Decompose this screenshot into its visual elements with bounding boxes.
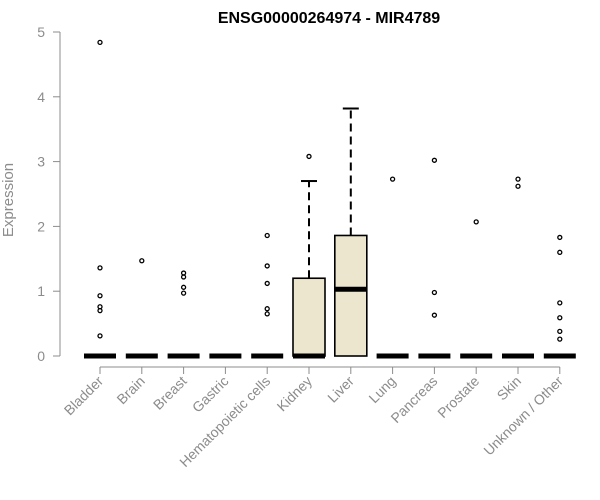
y-tick-label: 1 bbox=[37, 283, 45, 299]
outlier-point bbox=[264, 311, 270, 317]
box-bladder bbox=[84, 39, 116, 359]
outlier-point bbox=[557, 300, 563, 306]
outlier-point bbox=[97, 307, 103, 314]
x-tick-label: Skin bbox=[494, 373, 525, 404]
x-tick-label: Prostate bbox=[434, 373, 482, 421]
outlier-point bbox=[180, 290, 187, 296]
box-hematopoietic-cells bbox=[251, 232, 284, 359]
outlier-point bbox=[515, 176, 521, 182]
y-axis: 0 1 2 3 4 5 bbox=[37, 24, 61, 364]
outlier-point bbox=[473, 219, 479, 225]
box-skin bbox=[502, 176, 534, 359]
x-tick-label: Brain bbox=[113, 373, 147, 407]
x-tick-label: Unknown / Other bbox=[480, 373, 566, 459]
outlier-point bbox=[557, 315, 563, 321]
outlier-point bbox=[389, 176, 396, 182]
outlier-point bbox=[97, 333, 103, 339]
plot-area bbox=[84, 39, 576, 359]
outlier-point bbox=[431, 157, 438, 163]
outlier-point bbox=[557, 234, 563, 241]
outlier-point bbox=[557, 336, 563, 342]
outlier-point bbox=[515, 183, 521, 189]
box-pancreas bbox=[418, 157, 451, 359]
iqr-box bbox=[333, 234, 368, 357]
y-tick-label: 3 bbox=[37, 154, 45, 170]
x-tick-label: Kidney bbox=[274, 373, 316, 415]
y-tick-label: 0 bbox=[37, 348, 45, 364]
outlier-point bbox=[431, 312, 438, 318]
x-tick-label: Bladder bbox=[61, 373, 107, 419]
x-tick-label: Liver bbox=[324, 373, 357, 406]
outlier-point bbox=[180, 274, 187, 280]
box-unknown-other bbox=[543, 234, 576, 359]
outlier-point bbox=[180, 284, 187, 290]
iqr-box bbox=[292, 277, 326, 357]
y-axis-label: Expression bbox=[0, 163, 17, 237]
outlier-point bbox=[557, 328, 563, 335]
y-tick-label: 4 bbox=[37, 89, 45, 105]
outlier-point bbox=[264, 280, 270, 287]
y-tick-label: 5 bbox=[37, 24, 45, 40]
outlier-point bbox=[97, 293, 103, 299]
y-tick-label: 2 bbox=[37, 218, 45, 234]
box-prostate bbox=[460, 219, 493, 359]
outlier-point bbox=[97, 39, 103, 46]
box-breast bbox=[167, 270, 200, 359]
box-lung bbox=[376, 176, 409, 359]
outlier-point bbox=[264, 306, 270, 312]
outlier-point bbox=[139, 258, 145, 264]
outlier-point bbox=[264, 232, 270, 239]
x-tick-label: Breast bbox=[150, 373, 190, 413]
x-tick-label: Lung bbox=[365, 373, 398, 406]
outlier-point bbox=[97, 265, 103, 271]
outlier-point bbox=[264, 263, 270, 269]
box-kidney bbox=[292, 153, 326, 359]
outlier-point bbox=[431, 289, 438, 296]
outlier-point bbox=[306, 153, 312, 160]
box-brain bbox=[125, 258, 158, 359]
box-liver bbox=[333, 107, 368, 357]
outlier-point bbox=[557, 249, 563, 255]
chart-title: ENSG00000264974 - MIR4789 bbox=[218, 10, 440, 27]
